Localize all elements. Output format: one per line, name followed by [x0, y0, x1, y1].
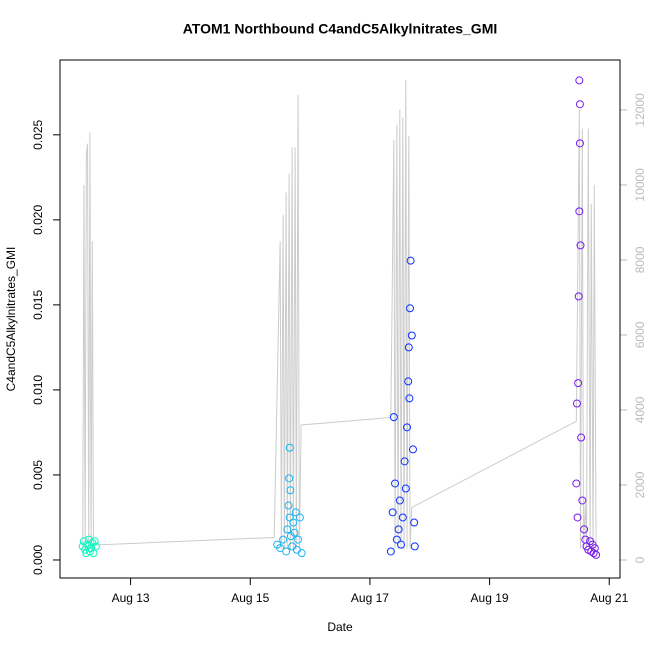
- data-point: [394, 525, 403, 534]
- data-point: [89, 549, 98, 558]
- data-point: [283, 525, 292, 534]
- data-point: [285, 474, 294, 483]
- x-tick-label: Aug 15: [231, 591, 269, 605]
- data-point: [575, 76, 584, 85]
- data-point: [408, 445, 417, 454]
- data-point: [295, 513, 304, 522]
- data-point: [575, 207, 584, 216]
- data-point: [574, 379, 583, 388]
- data-point: [581, 535, 590, 544]
- data-point: [292, 545, 301, 554]
- y2-tick-label: 10000: [633, 168, 647, 202]
- data-point: [291, 508, 300, 517]
- data-point: [576, 241, 585, 250]
- y2-tick-label: 12000: [633, 93, 647, 127]
- data-point: [592, 550, 601, 559]
- data-point: [580, 525, 589, 534]
- data-point: [573, 513, 582, 522]
- data-point: [90, 537, 99, 546]
- data-point: [276, 544, 285, 553]
- data-point: [577, 433, 586, 442]
- x-tick-label: Aug 21: [590, 591, 628, 605]
- y-axis-label: C4andC5Alkylnitrates_GMI: [4, 247, 18, 392]
- y-tick-label: 0.005: [31, 460, 45, 490]
- data-point: [81, 545, 90, 554]
- y2-tick-label: 0: [633, 556, 647, 563]
- data-point: [407, 331, 416, 340]
- data-point: [589, 549, 598, 558]
- data-point: [400, 457, 409, 466]
- data-point: [395, 496, 404, 505]
- data-point: [297, 549, 306, 558]
- x-tick-label: Aug 13: [112, 591, 150, 605]
- y-tick-label: 0.010: [31, 375, 45, 405]
- y2-tick-label: 6000: [633, 321, 647, 348]
- y2-tick-label: 4000: [633, 396, 647, 423]
- data-point: [392, 535, 401, 544]
- data-point: [572, 399, 581, 408]
- data-point: [288, 542, 297, 551]
- data-point: [91, 542, 100, 551]
- y-tick-label: 0.025: [31, 119, 45, 149]
- data-point: [282, 547, 291, 556]
- x-axis-label: Date: [327, 620, 353, 634]
- data-point: [389, 413, 398, 422]
- x-tick-label: Aug 19: [471, 591, 509, 605]
- data-point: [404, 377, 413, 386]
- data-point: [572, 479, 581, 488]
- y-tick-label: 0.020: [31, 205, 45, 235]
- data-point: [575, 100, 584, 109]
- data-point: [578, 496, 587, 505]
- data-point: [290, 528, 299, 537]
- chart-title: ATOM1 Northbound C4andC5Alkylnitrates_GM…: [183, 21, 498, 37]
- data-point: [404, 343, 413, 352]
- data-point: [406, 256, 415, 265]
- data-point: [403, 423, 412, 432]
- data-point: [294, 535, 303, 544]
- data-point: [405, 394, 414, 403]
- data-point: [285, 443, 294, 452]
- y2-tick-label: 8000: [633, 246, 647, 273]
- y2-tick-label: 2000: [633, 471, 647, 498]
- data-point: [410, 518, 419, 527]
- data-point: [286, 486, 295, 495]
- altitude-line: [82, 79, 597, 549]
- data-point: [410, 542, 419, 551]
- x-tick-label: Aug 17: [351, 591, 389, 605]
- data-point: [284, 501, 293, 510]
- data-point: [87, 544, 96, 553]
- data-point: [289, 518, 298, 527]
- data-point: [398, 513, 407, 522]
- plot-frame: [59, 59, 621, 579]
- data-point: [575, 139, 584, 148]
- data-point: [279, 535, 288, 544]
- data-point: [397, 540, 406, 549]
- data-point: [85, 547, 94, 556]
- data-point: [391, 479, 400, 488]
- data-point: [388, 508, 397, 517]
- y-tick-label: 0.015: [31, 290, 45, 320]
- data-point: [386, 547, 395, 556]
- data-point: [406, 304, 414, 313]
- data-point: [401, 484, 410, 493]
- data-point: [574, 292, 583, 301]
- y-tick-label: 0.000: [31, 545, 45, 575]
